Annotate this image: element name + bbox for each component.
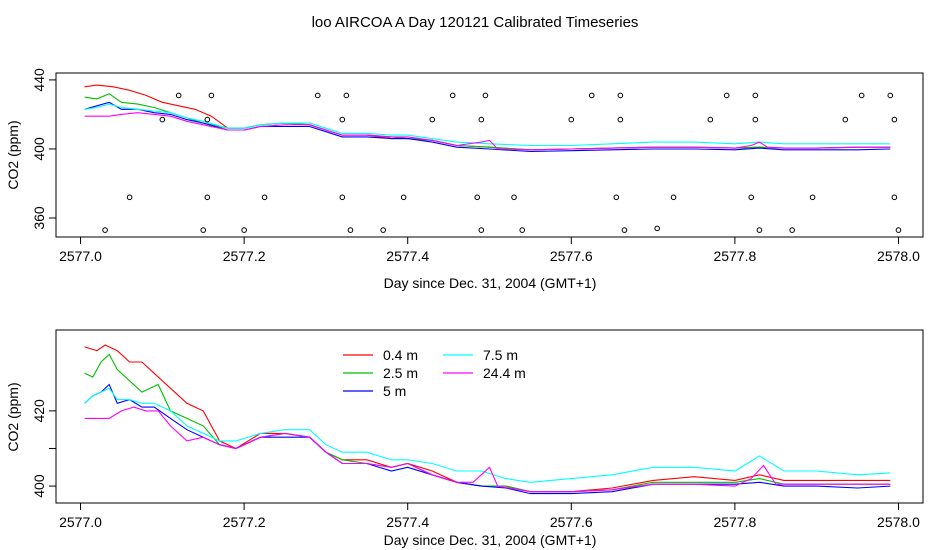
top-data-point [126, 194, 133, 201]
top-data-point [809, 194, 816, 201]
top-x-tick-label: 2578.0 [877, 248, 920, 264]
top-data-point [339, 116, 346, 123]
legend-label-7-5-m: 7.5 m [483, 347, 518, 363]
bottom-y-tick-label: 420 [31, 399, 47, 423]
top-ylabel: CO2 (ppm) [5, 120, 21, 189]
top-data-point [204, 116, 211, 123]
top-data-point [723, 92, 730, 99]
top-data-point [858, 92, 865, 99]
top-data-point [429, 116, 436, 123]
bottom-x-tick-label: 2578.0 [877, 514, 920, 530]
bottom-x-tick-label: 2577.4 [386, 514, 429, 530]
bottom-y-tick-label: 400 [31, 474, 47, 498]
top-data-point [474, 194, 481, 201]
top-data-point [654, 225, 660, 232]
top-data-point [208, 92, 215, 99]
top-data-point [568, 116, 575, 123]
top-x-tick-label: 2577.0 [59, 248, 102, 264]
top-y-tick-label: 440 [31, 68, 47, 92]
bottom-marks [84, 344, 891, 495]
legend-label-0-4-m: 0.4 m [383, 347, 418, 363]
top-data-point [343, 92, 350, 99]
top-data-point [478, 116, 485, 123]
top-data-point [887, 92, 894, 99]
bottom-series-2-5-m [84, 353, 891, 493]
bottom-x-tick-label: 2577.6 [550, 514, 593, 530]
bottom-series-7-5-m [84, 387, 891, 483]
top-data-point [314, 92, 321, 99]
legend-label-2-5-m: 2.5 m [383, 365, 418, 381]
top-data-point [204, 194, 211, 201]
top-data-point [519, 227, 526, 233]
top-y-tick-label: 400 [31, 137, 47, 161]
legend-label-24-4-m: 24.4 m [483, 365, 526, 381]
bottom-ylabel: CO2 (ppm) [5, 382, 21, 451]
bottom-panel: Day since Dec. 31, 2004 (GMT+1) CO2 (ppm… [5, 329, 924, 548]
bottom-xlabel: Day since Dec. 31, 2004 (GMT+1) [384, 532, 597, 548]
top-xlabel: Day since Dec. 31, 2004 (GMT+1) [384, 275, 597, 291]
top-data-point [261, 194, 268, 201]
top-data-point [752, 116, 759, 123]
top-data-point [891, 194, 898, 201]
top-data-point [347, 227, 354, 233]
top-x-tick-label: 2577.6 [550, 248, 593, 264]
top-plot-frame [55, 72, 924, 238]
top-data-point [482, 92, 489, 99]
legend-label-5-m: 5 m [383, 383, 406, 399]
legend: 0.4 m 2.5 m 5 m 7.5 m 24.4 m [343, 347, 526, 399]
top-data-point [159, 116, 166, 123]
top-data-point [756, 227, 763, 233]
top-series-24-4-m [84, 112, 891, 151]
top-data-point [670, 194, 677, 201]
top-data-point [789, 227, 795, 233]
top-data-point [617, 92, 624, 99]
bottom-series-24-4-m [84, 406, 891, 493]
top-data-point [175, 92, 182, 99]
top-x-tick-label: 2577.8 [713, 248, 756, 264]
top-data-point [102, 227, 108, 233]
top-data-point [588, 92, 595, 99]
bottom-x-tick-label: 2577.8 [713, 514, 756, 530]
bottom-x-tick-label: 2577.2 [223, 514, 266, 530]
top-data-point [891, 116, 898, 123]
top-data-point [895, 227, 902, 233]
top-panel: Day since Dec. 31, 2004 (GMT+1) CO2 (ppm… [5, 68, 924, 291]
top-data-point [752, 92, 759, 99]
top-data-point [842, 116, 849, 123]
top-data-point [621, 227, 628, 233]
figure-title: loo AIRCOA A Day 120121 Calibrated Times… [312, 14, 639, 31]
top-data-point [511, 194, 517, 201]
top-series-5-m [84, 101, 891, 153]
top-data-point [613, 194, 620, 201]
top-y-tick-label: 360 [31, 206, 47, 230]
top-data-point [241, 227, 247, 233]
top-data-point [478, 227, 485, 233]
top-data-point [380, 227, 386, 233]
top-data-point [200, 227, 207, 233]
bottom-series-0-4-m [84, 344, 891, 493]
top-x-tick-label: 2577.4 [386, 248, 429, 264]
top-x-tick-label: 2577.2 [223, 248, 266, 264]
top-data-point [707, 116, 714, 123]
top-series-7-5-m [84, 103, 891, 147]
top-data-point [617, 116, 624, 123]
top-data-point [449, 92, 456, 99]
bottom-axes: 2577.0 2577.2 2577.4 2577.6 2577.8 2578.0 400 4… [31, 399, 920, 530]
top-data-point [339, 194, 346, 201]
top-marks [84, 84, 902, 233]
top-data-point [748, 194, 755, 201]
top-axes: 2577.0 2577.2 2577.4 2577.6 2577.8 2578.0 360 4… [31, 68, 920, 264]
top-data-point [400, 194, 407, 201]
bottom-x-tick-label: 2577.0 [59, 514, 102, 530]
